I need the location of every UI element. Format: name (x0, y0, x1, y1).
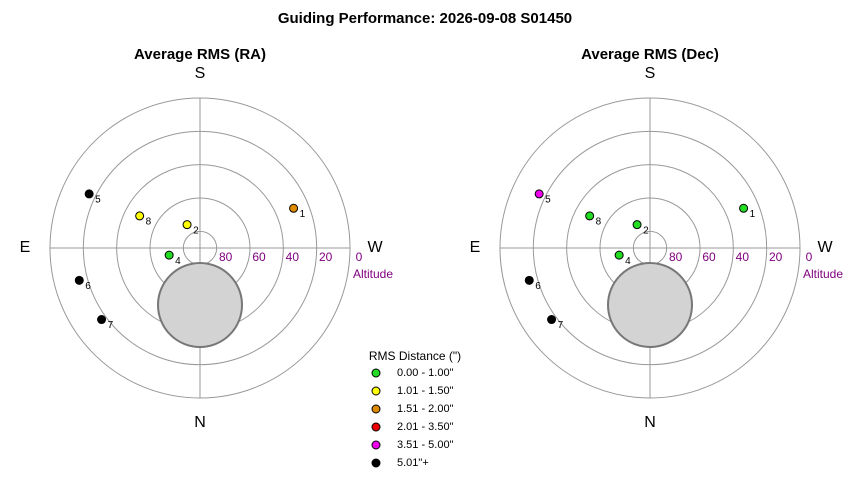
r-tick-label: 60 (702, 250, 716, 264)
legend-title: RMS Distance (") (369, 349, 461, 363)
data-point (585, 211, 595, 221)
point-label: 2 (643, 225, 649, 236)
compass-label: W (367, 239, 383, 256)
data-point (84, 189, 94, 199)
point-label: 5 (95, 195, 101, 206)
point-label: 7 (558, 320, 564, 331)
legend-marker (371, 386, 381, 396)
point-label: 8 (146, 217, 152, 228)
point-label: 8 (596, 217, 602, 228)
point-label: 6 (85, 281, 91, 292)
legend-marker (371, 368, 381, 378)
compass-label: S (645, 65, 656, 82)
data-point (164, 250, 174, 260)
legend-marker (371, 404, 381, 414)
legend-label: 0.00 - 1.00" (397, 367, 454, 379)
data-point (182, 220, 192, 230)
point-label: 4 (175, 256, 181, 267)
data-point (289, 203, 299, 213)
obstruction (157, 262, 243, 348)
point-label: 2 (193, 225, 199, 236)
legend-label: 2.01 - 3.50" (397, 421, 454, 433)
data-point (135, 211, 145, 221)
obstruction (607, 262, 693, 348)
r-tick-label: 0 (356, 250, 363, 264)
r-tick-label: 80 (219, 250, 233, 264)
r-axis-label: Altitude (803, 267, 843, 281)
r-tick-label: 20 (769, 250, 783, 264)
compass-label: E (20, 239, 31, 256)
data-point (739, 203, 749, 213)
r-tick-label: 40 (736, 250, 750, 264)
legend-marker (371, 422, 381, 432)
r-tick-label: 80 (669, 250, 683, 264)
data-point (534, 189, 544, 199)
data-point (632, 220, 642, 230)
compass-label: N (644, 414, 656, 431)
point-label: 6 (535, 281, 541, 292)
legend-label: 1.01 - 1.50" (397, 385, 454, 397)
r-tick-label: 20 (319, 250, 333, 264)
data-point (524, 275, 534, 285)
compass-label: N (194, 414, 206, 431)
legend-marker (371, 458, 381, 468)
chart-title: Average RMS (RA) (134, 46, 266, 63)
point-label: 1 (300, 209, 306, 220)
r-tick-label: 0 (806, 250, 813, 264)
point-label: 5 (545, 195, 551, 206)
r-tick-label: 60 (252, 250, 266, 264)
compass-label: E (470, 239, 481, 256)
altitude-ring (532, 130, 768, 366)
legend-label: 1.51 - 2.00" (397, 403, 454, 415)
data-point (97, 315, 107, 325)
chart-title: Average RMS (Dec) (581, 46, 719, 63)
data-point (547, 315, 557, 325)
legend-label: 5.01"+ (397, 457, 429, 469)
altitude-ring (82, 130, 318, 366)
data-point (74, 275, 84, 285)
legend-marker (371, 440, 381, 450)
r-tick-label: 40 (286, 250, 300, 264)
compass-label: S (195, 65, 206, 82)
legend-label: 3.51 - 5.00" (397, 439, 454, 451)
point-label: 4 (625, 256, 631, 267)
point-label: 7 (108, 320, 114, 331)
altitude-ring (499, 97, 801, 399)
r-axis-label: Altitude (353, 267, 393, 281)
compass-label: W (817, 239, 833, 256)
altitude-ring (49, 97, 351, 399)
point-label: 1 (750, 209, 756, 220)
data-point (614, 250, 624, 260)
page-title: Guiding Performance: 2026-09-08 S01450 (278, 10, 572, 27)
